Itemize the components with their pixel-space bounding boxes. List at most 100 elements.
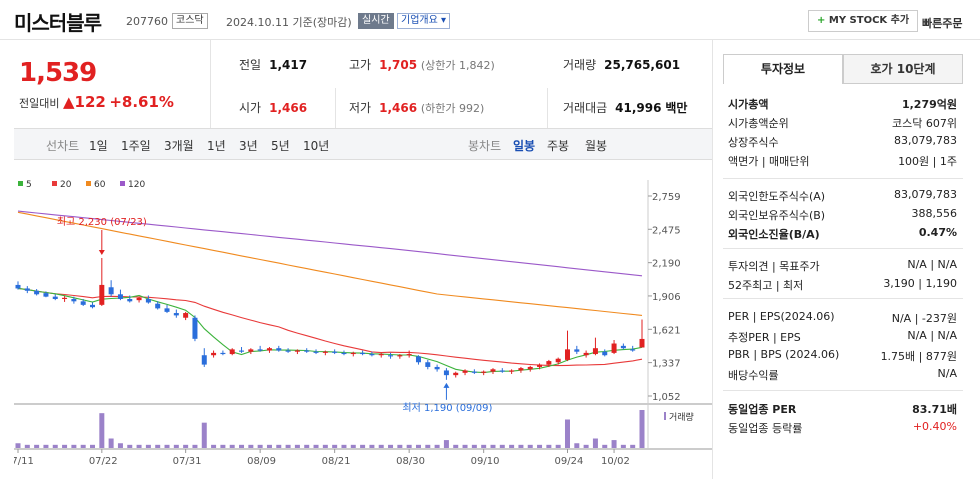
volume-bar (518, 444, 524, 448)
info-label: 외국인소진율(B/A) (728, 228, 820, 241)
volume-bar (52, 444, 58, 448)
info-value: N/A | -237원 (891, 312, 957, 325)
volume-bar (434, 444, 440, 448)
volume-bar (332, 444, 338, 448)
candle-body (257, 349, 263, 351)
candle-body (602, 351, 608, 356)
stock-chart: 5 20 60 120 2,759 2,475 2,190 1,906 1,621 1,337 1,… (5, 160, 712, 479)
high-annotation: 최고 2,230 (07/23) (57, 216, 147, 228)
info-row: 동일업종 등락률 +0.40% (728, 420, 957, 436)
candle-body (490, 369, 496, 372)
candle-tab-weekly[interactable]: 주봉 (547, 139, 570, 153)
candle-body (276, 348, 282, 351)
info-label: 외국인보유주식수(B) (728, 209, 826, 222)
volume-bar (378, 444, 384, 448)
volume-bar (99, 413, 105, 448)
candle-body (71, 298, 77, 302)
candle-body (294, 350, 300, 352)
volume-bar (248, 444, 254, 448)
candle-body (592, 348, 598, 355)
ma120-line (17, 210, 643, 277)
volume-bar (276, 444, 282, 448)
period-tab-1y[interactable]: 1년 (207, 139, 226, 153)
candle-body (388, 355, 394, 357)
volume-bar (499, 444, 505, 448)
volume-bar (43, 444, 49, 448)
volume-bar (127, 444, 133, 448)
volume-bar (583, 444, 589, 448)
volume-bar (388, 444, 394, 448)
candle-body (201, 355, 207, 365)
period-tab-3m[interactable]: 3개월 (164, 139, 194, 153)
period-tab-5y[interactable]: 5년 (271, 139, 290, 153)
info-row: PBR | BPS (2024.06) 1.75배 | 877원 (728, 348, 957, 363)
candle-body (378, 354, 384, 356)
period-tab-1w[interactable]: 1주일 (121, 139, 151, 153)
candle-body (360, 352, 366, 355)
low-price: 저가 1,466 (하한가 992) (349, 101, 485, 115)
info-label: 배당수익률 (728, 369, 779, 382)
x-tick-label: 07/22 (89, 456, 118, 467)
volume-bar (117, 443, 123, 448)
quick-order-link[interactable]: 빠른주문 (922, 17, 963, 30)
info-value: N/A | N/A (907, 258, 957, 271)
stock-code: 207760 (126, 15, 168, 28)
x-tick-label: 07/11 (14, 456, 34, 467)
high-annotation-arrow (98, 249, 105, 255)
candle-body (304, 350, 310, 352)
company-overview-button[interactable]: 기업개요 ▾ (397, 13, 451, 29)
stock-name: 미스터블루 (14, 11, 102, 35)
volume-bar (24, 444, 30, 448)
volume-bar (490, 444, 496, 448)
volume-bar (574, 443, 580, 448)
candle-body (155, 303, 161, 309)
legend-label: 20 (60, 180, 72, 190)
period-tab-1d[interactable]: 1일 (89, 139, 108, 153)
info-value: 3,190 | 1,190 (883, 277, 957, 290)
candle-body (369, 354, 375, 356)
candle-body (481, 371, 487, 373)
candle-body (555, 358, 561, 363)
info-row: 외국인한도주식수(A) 83,079,783 (728, 188, 957, 204)
candle-body (341, 352, 347, 355)
legend-swatch (120, 181, 125, 186)
invest-info-panel: 투자정보 호가 10단계 시가총액 1,279억원 시가총액순위 코스닥 607위 상장… (712, 40, 980, 479)
x-tick-label: 08/21 (322, 456, 351, 467)
candle-body (211, 352, 217, 356)
volume-bar (15, 443, 21, 448)
info-label: 투자의견 | 목표주가 (728, 260, 820, 273)
candle-body (145, 298, 151, 303)
info-value: 83,079,783 (894, 134, 957, 147)
candle-body (462, 370, 468, 373)
info-label: 추정PER | EPS (728, 331, 801, 344)
period-tab-3y[interactable]: 3년 (239, 139, 258, 153)
volume-bar (90, 444, 96, 448)
mystock-add-button[interactable]: + MY STOCK 추가 (808, 10, 919, 32)
realtime-button[interactable]: 실시간 (358, 13, 394, 29)
candle-body (509, 370, 515, 372)
candle-body (34, 290, 40, 295)
tab-invest-info[interactable]: 투자정보 (723, 54, 843, 84)
legend-swatch (52, 181, 57, 186)
candle-tab-daily[interactable]: 일봉 (513, 139, 536, 153)
tab-order-book[interactable]: 호가 10단계 (843, 54, 963, 84)
info-label: 동일업종 PER (728, 403, 797, 416)
volume-bar (462, 444, 468, 448)
volume-bar (201, 422, 207, 448)
volume-bar (509, 444, 515, 448)
info-value: 83,079,783 (894, 188, 957, 201)
candle-body (527, 366, 533, 370)
volume-bar (602, 444, 608, 448)
legend-label: 5 (26, 180, 32, 190)
stock-header: 미스터블루 207760 코스닥 2024.10.11 기준(장마감) 실시간 … (0, 0, 980, 40)
x-tick-label: 08/30 (396, 456, 425, 467)
ma60-line (17, 211, 643, 316)
candle-body (266, 348, 272, 351)
candle-body (453, 372, 459, 376)
info-row: 투자의견 | 목표주가 N/A | N/A (728, 258, 957, 274)
candle-tab-monthly[interactable]: 월봉 (585, 139, 608, 153)
volume-bar (304, 444, 310, 448)
period-tab-10y[interactable]: 10년 (303, 139, 330, 153)
volume-bar (555, 444, 561, 448)
volume-bar (239, 444, 245, 448)
